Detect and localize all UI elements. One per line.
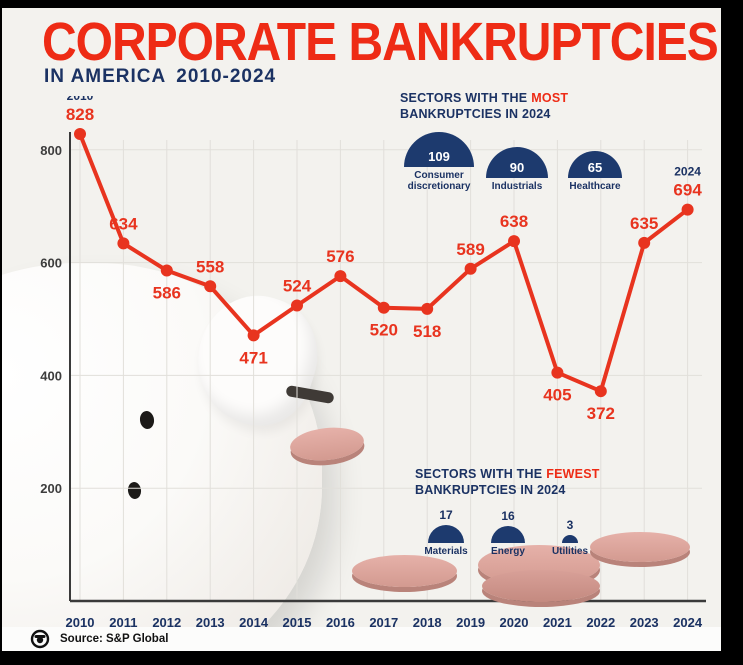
svg-text:2022: 2022	[586, 615, 615, 630]
svg-text:589: 589	[456, 240, 484, 259]
svg-text:2010: 2010	[67, 96, 94, 103]
fewest-domes-row: 17 Materials 16 Energy 3 Utilities	[415, 508, 635, 558]
most-domes-row: 109 Consumer discretionary 90 Industrials 65…	[400, 131, 642, 193]
source-text: Source: S&P Global	[60, 633, 169, 645]
fewest-heading-prefix: SECTORS WITH THE	[415, 467, 543, 481]
svg-text:520: 520	[370, 321, 398, 340]
svg-text:2016: 2016	[326, 615, 355, 630]
sector-label: Utilities	[551, 545, 589, 557]
svg-text:2019: 2019	[456, 615, 485, 630]
svg-text:600: 600	[40, 256, 62, 271]
svg-text:2015: 2015	[283, 615, 312, 630]
sector-label: Consumer discretionary	[407, 169, 471, 193]
infographic-content: CORPORATE BANKRUPTCIES IN AMERICA 2010-20…	[2, 8, 721, 651]
svg-text:828: 828	[66, 105, 94, 124]
page-title: CORPORATE BANKRUPTCIES	[42, 13, 719, 73]
sector-item: 3 Utilities	[539, 518, 601, 558]
sector-item: 17 Materials	[415, 508, 477, 558]
most-heading-highlight: MOST	[531, 91, 569, 105]
svg-text:576: 576	[326, 247, 354, 266]
svg-text:2020: 2020	[500, 615, 529, 630]
fewest-heading-highlight: FEWEST	[546, 467, 600, 481]
svg-text:524: 524	[283, 276, 312, 295]
sector-dome	[491, 525, 525, 543]
svg-text:372: 372	[587, 404, 615, 423]
sector-item: 16 Energy	[477, 509, 539, 558]
svg-text:800: 800	[40, 143, 62, 158]
sector-value: 90	[509, 160, 525, 175]
sector-dome	[428, 524, 464, 543]
fewest-heading-line2: BANKRUPTCIES IN 2024	[415, 483, 566, 498]
sector-dome: 65	[568, 151, 622, 178]
svg-text:400: 400	[40, 368, 62, 383]
source-logo-icon	[30, 629, 50, 649]
svg-text:2024: 2024	[673, 615, 703, 630]
sector-dome: 109	[404, 131, 474, 167]
sector-item: 109 Consumer discretionary	[400, 131, 478, 193]
svg-text:2012: 2012	[152, 615, 181, 630]
footer: Source: S&P Global	[28, 629, 168, 649]
svg-text:638: 638	[500, 212, 528, 231]
subtitle-region: IN AMERICA	[44, 66, 167, 87]
svg-text:518: 518	[413, 322, 441, 341]
svg-text:694: 694	[673, 181, 702, 200]
most-bankruptcies-panel: SECTORS WITH THE MOST BANKRUPTCIES IN 202…	[400, 90, 642, 193]
sector-value: 109	[428, 148, 450, 164]
svg-text:405: 405	[543, 386, 571, 405]
sector-item: 65 Healthcare	[556, 151, 634, 193]
fewest-bankruptcies-panel: SECTORS WITH THE FEWEST BANKRUPTCIES IN 2…	[415, 466, 635, 557]
most-panel-heading: SECTORS WITH THE MOST BANKRUPTCIES IN 202…	[400, 90, 642, 123]
sector-value: 16	[501, 508, 515, 523]
sector-value: 3	[566, 517, 574, 532]
svg-text:586: 586	[153, 283, 181, 302]
svg-text:2017: 2017	[369, 615, 398, 630]
fewest-panel-heading: SECTORS WITH THE FEWEST BANKRUPTCIES IN 2…	[415, 466, 635, 499]
svg-text:634: 634	[109, 214, 138, 233]
sector-label: Energy	[491, 545, 525, 557]
sector-dome: 90	[486, 147, 548, 178]
most-heading-prefix: SECTORS WITH THE	[400, 91, 528, 105]
sector-label: Materials	[424, 545, 468, 557]
footer-bar	[2, 627, 721, 651]
sector-label: Healthcare	[569, 181, 621, 192]
sector-dome	[562, 534, 578, 543]
svg-text:2021: 2021	[543, 615, 572, 630]
coin	[352, 555, 457, 587]
sector-label: Industrials	[491, 181, 543, 192]
svg-text:2023: 2023	[630, 615, 659, 630]
svg-text:2024: 2024	[674, 165, 701, 179]
most-heading-line2: BANKRUPTCIES IN 2024	[400, 107, 551, 122]
svg-text:635: 635	[630, 214, 658, 233]
svg-text:2011: 2011	[109, 615, 137, 630]
svg-text:2018: 2018	[413, 615, 442, 630]
svg-text:2013: 2013	[196, 615, 225, 630]
subtitle-years: 2010-2024	[176, 66, 277, 87]
sector-value: 17	[439, 507, 453, 522]
sector-value: 65	[587, 160, 603, 175]
coin	[590, 532, 690, 562]
page-subtitle: IN AMERICA 2010-2024	[44, 66, 276, 88]
svg-text:200: 200	[40, 481, 62, 496]
bankruptcies-line-chart: 200 400 600 800 2010 2011 2012 2013 2014 2015 2016…	[40, 96, 706, 630]
sector-item: 90 Industrials	[478, 147, 556, 193]
svg-text:2010: 2010	[66, 615, 95, 630]
svg-text:471: 471	[239, 348, 267, 367]
svg-text:2014: 2014	[239, 615, 269, 630]
svg-text:558: 558	[196, 257, 224, 276]
coin-stack	[482, 570, 600, 602]
